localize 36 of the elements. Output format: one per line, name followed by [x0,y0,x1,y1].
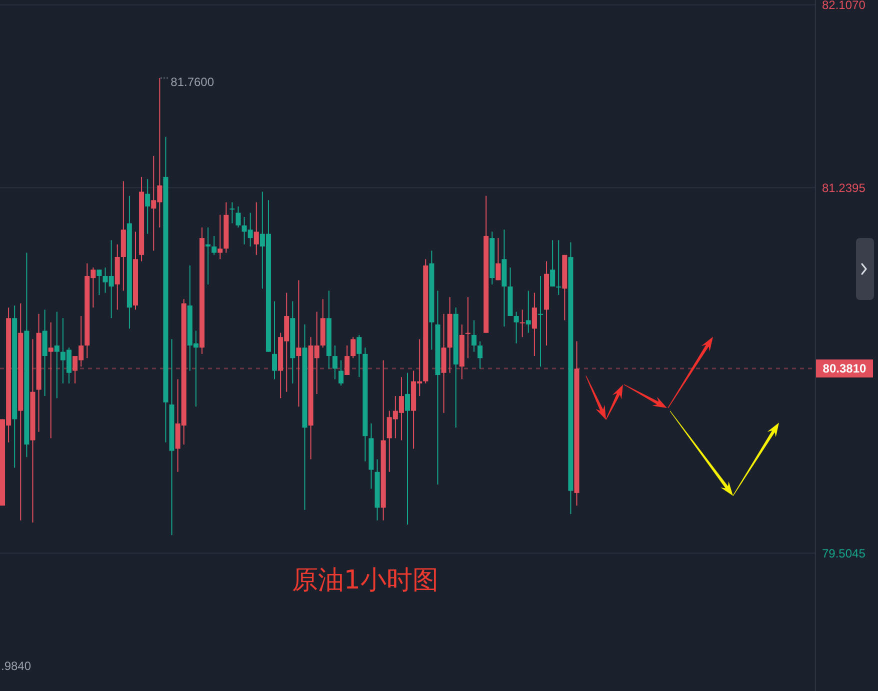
candlestick [520,309,525,338]
candlestick [218,214,223,260]
ref-line-label: 80.3810 [822,362,867,376]
candlestick [48,322,54,439]
candlestick [54,311,60,399]
y-tick-label: 82.1070 [822,0,866,12]
candlestick [538,275,543,368]
candlestick [236,206,241,228]
candlestick [350,336,356,359]
candlestick [471,320,476,352]
candlestick [230,202,235,224]
candlestick [212,235,217,256]
candlestick [272,300,278,380]
annotation: 81.7600 [170,74,214,89]
candlestick [556,240,562,296]
candlestick [550,240,556,288]
candlestick [532,292,537,357]
candlestick [526,290,531,334]
candlestick [206,227,211,285]
candlestick [356,334,362,378]
candlestick [514,311,519,344]
y-tick-label: 79.5045 [822,546,866,560]
candlestick [332,345,338,380]
candlestick [296,280,302,408]
candlestick [338,360,344,386]
candlestick [96,269,102,296]
candlestick [465,296,470,359]
annotation: .9840 [1,659,32,673]
candlestick [478,340,483,370]
candlestick [254,202,259,256]
candlestick [404,372,410,526]
y-tick-label: 81.2395 [822,180,866,195]
text: 原油1小时图 [292,566,438,596]
candlestick [344,345,350,376]
candlestick [145,178,150,234]
candlestick [496,238,501,281]
